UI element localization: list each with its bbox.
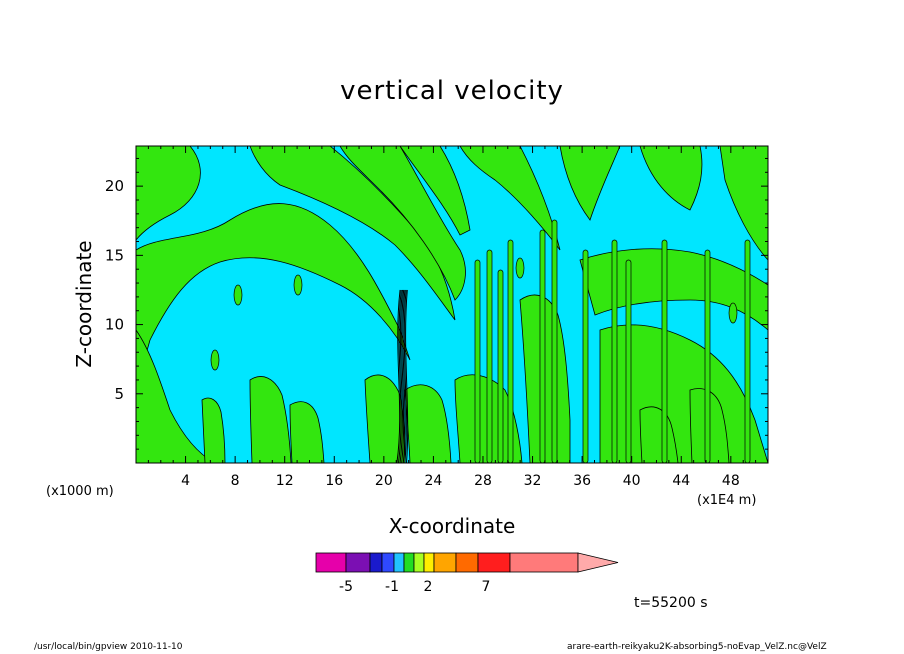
colorbar-label: -1 xyxy=(385,579,399,595)
updraft-region xyxy=(136,146,201,241)
plot-frame xyxy=(135,145,769,464)
x-tick-label: 28 xyxy=(474,473,492,489)
updraft-streak xyxy=(625,259,632,463)
colorbar-bin xyxy=(413,552,425,573)
footer-file: arare-earth-reikyaku2K-absorbing5-noEvap… xyxy=(567,642,827,652)
x-tick-label: 8 xyxy=(231,473,240,489)
updraft-streak xyxy=(704,249,711,463)
core-contour xyxy=(405,289,409,463)
updraft-streak xyxy=(582,249,589,463)
x-unit-left: (x1000 m) xyxy=(46,484,114,499)
updraft-region xyxy=(639,146,703,211)
core-contour xyxy=(403,289,407,463)
y-tick-label: 5 xyxy=(114,385,124,403)
updraft-streak xyxy=(486,249,493,463)
chart-title: vertical velocity xyxy=(340,76,564,106)
x-tick-label: 4 xyxy=(181,473,190,489)
x-tick-label: 44 xyxy=(672,473,690,489)
updraft-cell xyxy=(293,274,303,296)
colorbar-bin xyxy=(381,552,395,573)
colorbar-bin xyxy=(477,552,511,573)
y-tick-label: 15 xyxy=(105,246,124,264)
updraft-cell xyxy=(210,349,220,371)
colorbar-bin xyxy=(369,552,383,573)
updraft-region xyxy=(639,406,679,463)
updraft-region xyxy=(249,376,292,463)
x-tick-label: 24 xyxy=(424,473,442,489)
x-tick-label: 16 xyxy=(325,473,343,489)
x-tick-label: 48 xyxy=(722,473,740,489)
time-label: t=55200 s xyxy=(634,595,708,611)
updraft-streak xyxy=(474,259,481,463)
x-tick-label: 40 xyxy=(623,473,641,489)
colorbar-bin xyxy=(509,552,579,573)
x-tick-label: 12 xyxy=(276,473,294,489)
updraft-streak xyxy=(497,269,504,463)
y-tick-label: 20 xyxy=(105,177,124,195)
footer-path: /usr/local/bin/gpview 2010-11-10 xyxy=(34,642,183,652)
updraft-streak xyxy=(507,239,514,463)
colorbar-bin xyxy=(455,552,479,573)
y-axis-label: Z-coordinate xyxy=(72,240,96,368)
updraft-region xyxy=(399,146,471,236)
colorbar-bin xyxy=(433,552,457,573)
x-tick-label: 36 xyxy=(573,473,591,489)
colorbar-label: -5 xyxy=(339,579,353,595)
updraft-cell xyxy=(515,257,525,279)
x-unit-right: (x1E4 m) xyxy=(697,493,757,508)
x-axis-ticks: 4 8 12 16 20 24 28 32 36 40 44 48 xyxy=(147,146,757,489)
updraft-region xyxy=(339,146,466,301)
updraft-region xyxy=(559,146,621,221)
x-tick-label: 32 xyxy=(524,473,542,489)
updraft-streak xyxy=(539,229,546,463)
colorbar-label: 7 xyxy=(482,579,491,595)
updraft-streak xyxy=(611,239,618,463)
updraft-region xyxy=(249,146,456,321)
colorbar-arrow xyxy=(577,552,619,573)
x-tick-label: 20 xyxy=(375,473,393,489)
colorbar-label: 2 xyxy=(424,579,433,595)
updraft-region xyxy=(459,146,561,251)
updraft-region xyxy=(136,203,411,391)
updraft-streak xyxy=(661,239,668,463)
core-contour xyxy=(402,289,406,463)
colorbar-bin xyxy=(423,552,435,573)
updraft-streak xyxy=(551,219,558,463)
updraft-region xyxy=(289,401,325,463)
colorbar-bin xyxy=(403,552,415,573)
colorbar-bin xyxy=(393,552,405,573)
y-axis-ticks: 5 10 15 20 xyxy=(105,157,768,450)
core-contour xyxy=(401,289,405,463)
colorbar: -5 -1 2 7 xyxy=(315,552,619,595)
updraft-cell xyxy=(728,302,738,324)
updraft-cell xyxy=(233,284,243,306)
core-contour xyxy=(396,289,401,463)
y-tick-label: 10 xyxy=(105,316,124,334)
colorbar-bin xyxy=(345,552,371,573)
colorbar-bin xyxy=(315,552,347,573)
convective-core xyxy=(396,289,409,463)
core-contour xyxy=(397,289,402,463)
core-contour xyxy=(399,289,403,463)
updraft-streak xyxy=(744,239,751,463)
updraft-regions xyxy=(136,146,768,463)
updraft-region xyxy=(201,397,226,463)
x-axis-label: X-coordinate xyxy=(388,514,516,538)
